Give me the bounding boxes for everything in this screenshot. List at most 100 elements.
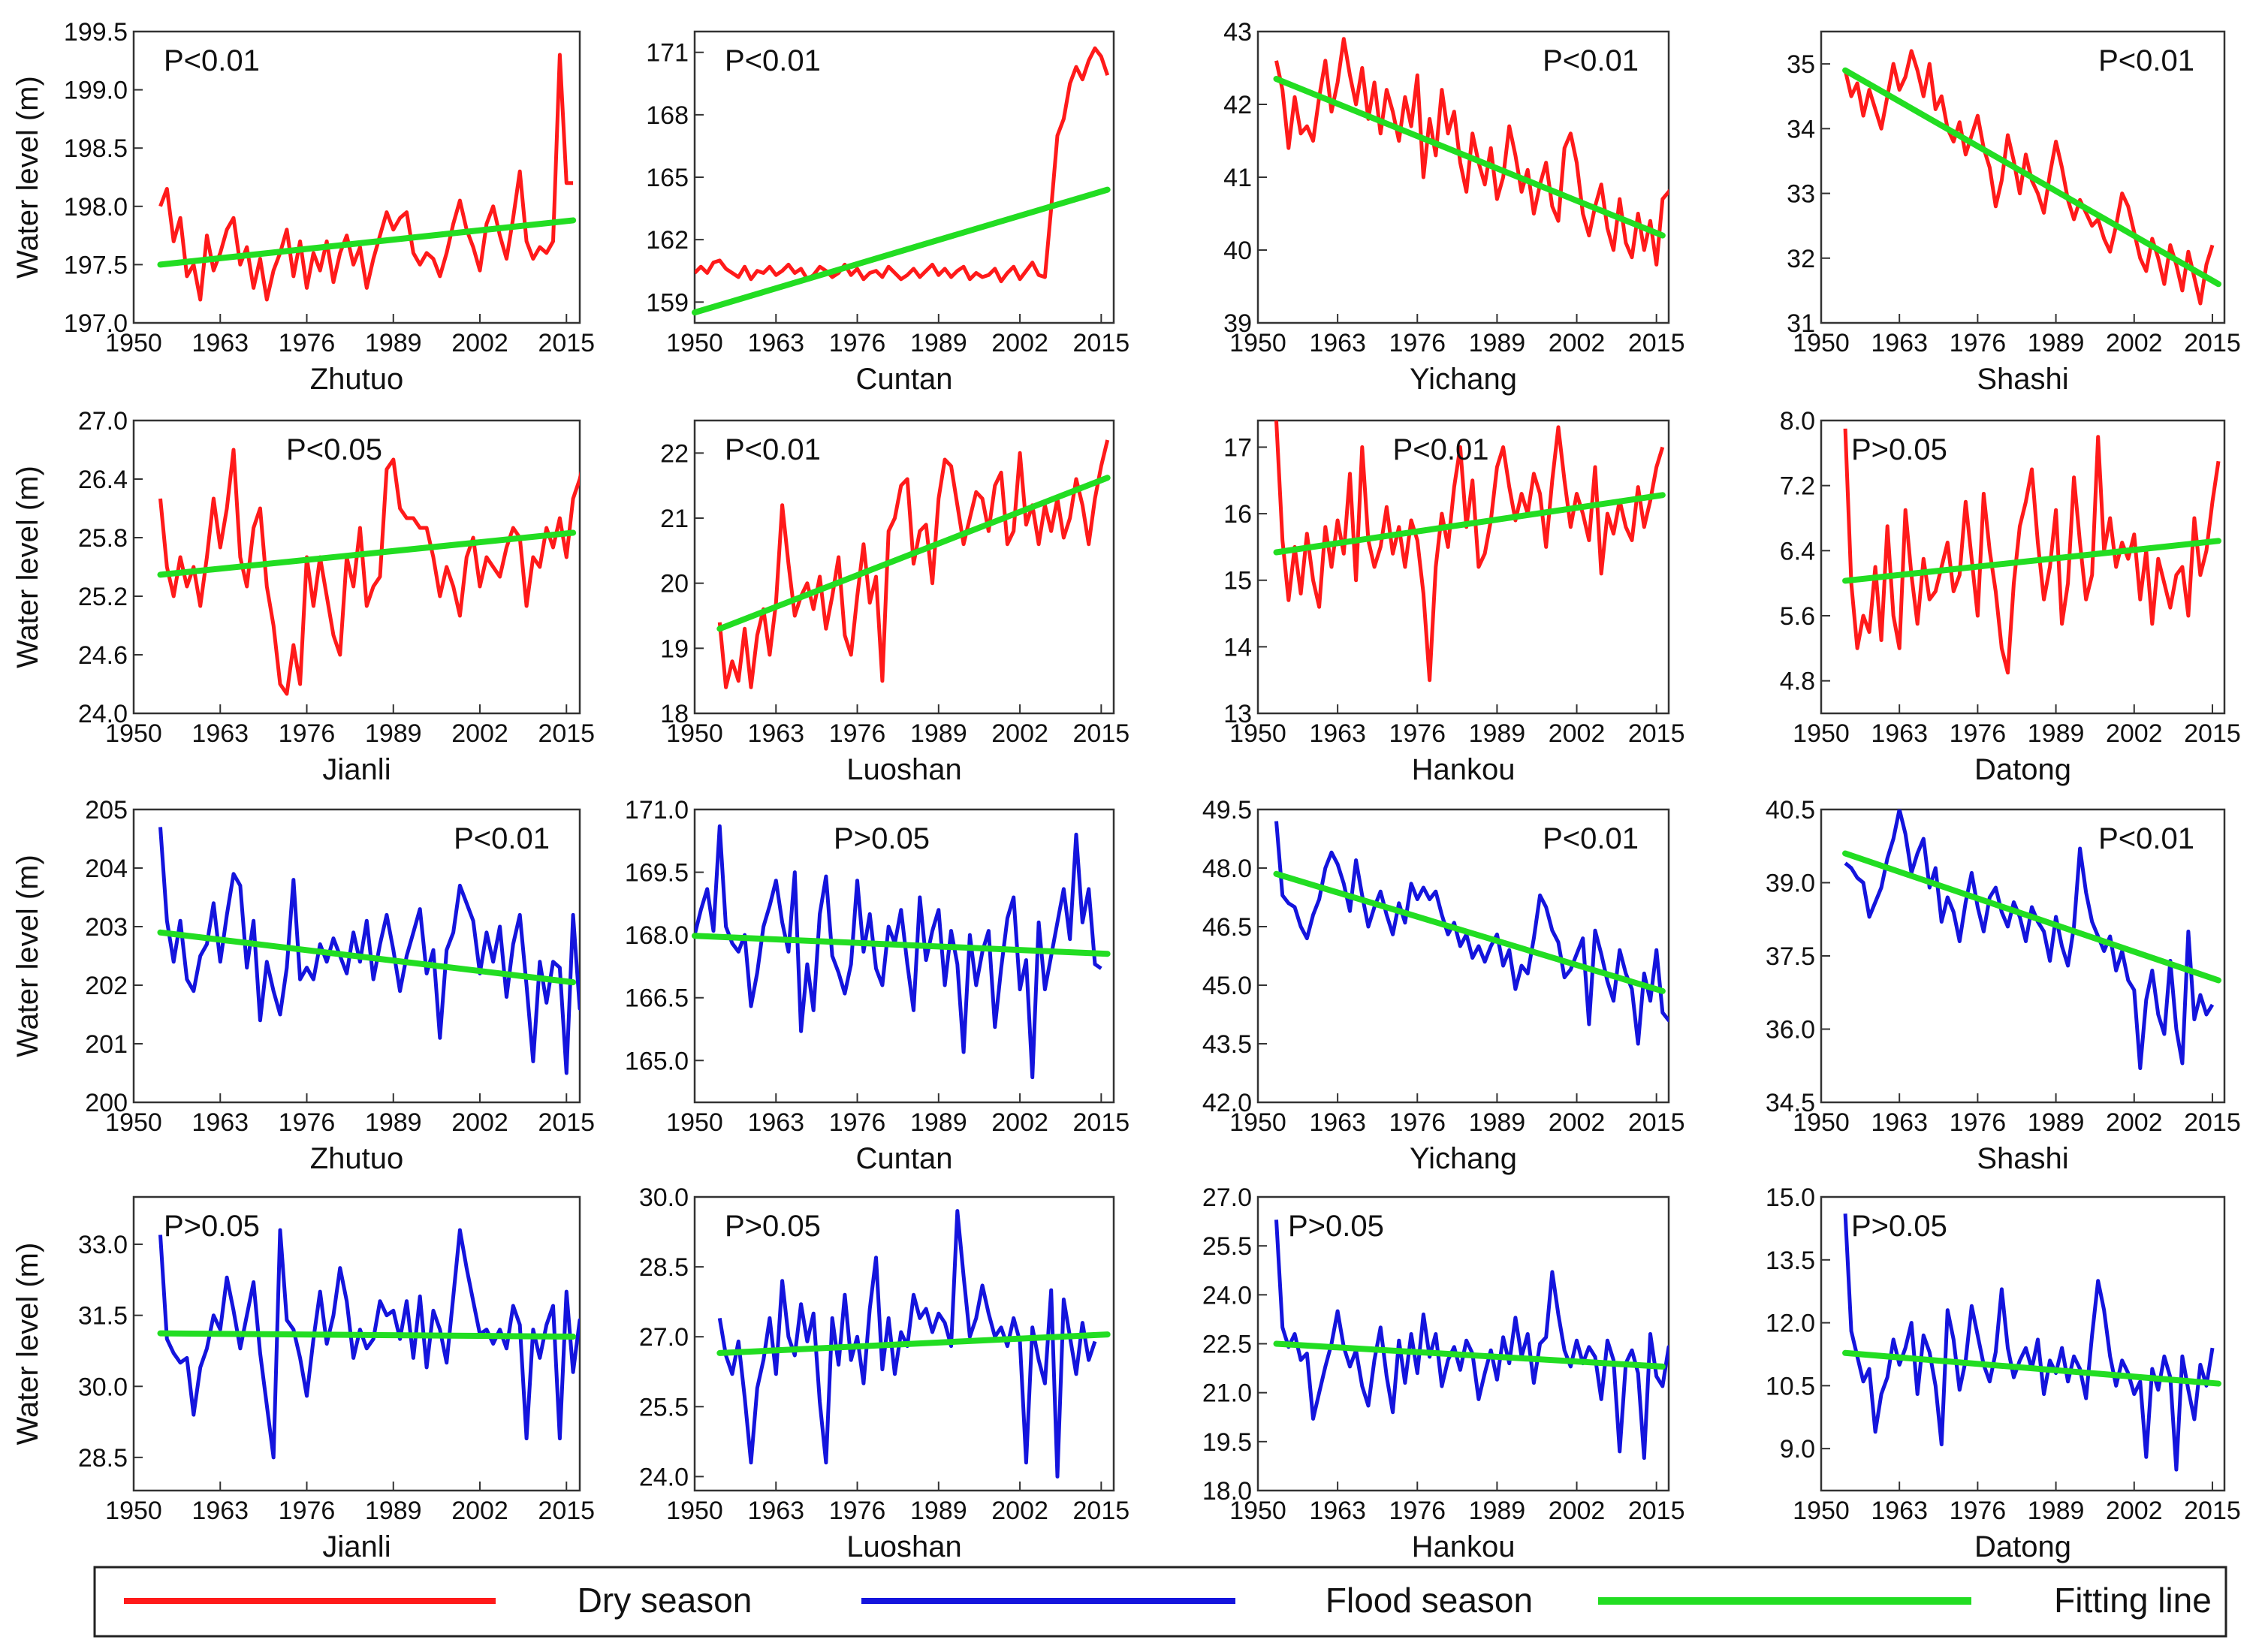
y-tick-label: 26.4 <box>78 466 128 494</box>
y-tick-label: 31.5 <box>78 1302 128 1331</box>
chart-flood-datong: 1950 1963 1976 1989 2002 2015 9.0 10.5 12.0 13.5 1… <box>1766 1183 2241 1563</box>
x-tick-label: 2015 <box>538 329 595 357</box>
x-tick-label: 2015 <box>1073 1497 1130 1525</box>
x-tick-label: 1976 <box>1389 329 1446 357</box>
legend-flood-label: Flood season <box>1326 1581 1533 1620</box>
y-tick-label: 7.2 <box>1780 472 1815 501</box>
p-value-annotation: P<0.01 <box>1393 433 1489 466</box>
x-tick-label: 2002 <box>991 719 1048 748</box>
y-tick-label: 171 <box>646 39 689 68</box>
y-tick-label: 43 <box>1223 18 1252 47</box>
fitting-line <box>716 1331 1111 1356</box>
x-tick-label: 2002 <box>1549 1497 1606 1525</box>
y-axis-label: Water level (m) <box>11 466 44 668</box>
chart-dry-yichang: 1950 1963 1976 1989 2002 2015 39 40 41 42 43 Yichan… <box>1223 18 1684 396</box>
station-label: Jianli <box>322 753 391 786</box>
chart-panels: 1950 1963 1976 1989 2002 2015197.0197.5198.01… <box>11 18 2241 1563</box>
plot-frame <box>693 1195 1115 1492</box>
y-tick-label: 34.5 <box>1766 1089 1815 1117</box>
y-tick-label: 17 <box>1223 433 1252 462</box>
station-label: Luoshan <box>846 1530 961 1563</box>
x-tick-label: 1963 <box>1309 329 1366 357</box>
x-tick-label: 1989 <box>910 719 967 748</box>
y-tick-label: 25.5 <box>1202 1232 1252 1261</box>
y-tick-label: 27.0 <box>78 407 128 436</box>
x-tick-label: 1963 <box>192 719 249 748</box>
station-label: Zhutuo <box>310 1142 404 1175</box>
plot-frame <box>1820 30 2226 324</box>
x-tick-label: 1989 <box>2028 329 2085 357</box>
x-tick-label: 1976 <box>1389 1108 1446 1137</box>
y-tick-label: 30.0 <box>78 1373 128 1401</box>
y-tick-label: 15 <box>1223 567 1252 595</box>
series-line-dry <box>1843 428 2221 675</box>
p-value-annotation: P>0.05 <box>1851 1210 1947 1243</box>
chart-flood-yichang: 1950 1963 1976 1989 2002 2015 42.0 43.5 45.0 46.5… <box>1202 796 1685 1175</box>
x-tick-label: 2002 <box>1549 1108 1606 1137</box>
y-axis-label: Water level (m) <box>11 855 44 1057</box>
x-tick-label: 2015 <box>2184 329 2241 357</box>
x-tick-label: 1963 <box>1871 719 1928 748</box>
x-tick-label: 2002 <box>451 1497 508 1525</box>
chart-flood-luoshan: 1950 1963 1976 1989 2002 2015 24.0 25.5 27.0 28.5… <box>639 1183 1129 1563</box>
y-tick-label: 165 <box>646 164 689 192</box>
p-value-annotation: P<0.05 <box>286 433 382 466</box>
x-tick-label: 1989 <box>910 329 967 357</box>
y-tick-label: 28.5 <box>78 1444 128 1473</box>
y-tick-label: 32 <box>1787 245 1815 273</box>
x-tick-label: 1963 <box>192 1108 249 1137</box>
fitting-line <box>1842 538 2221 584</box>
series-line-dry <box>1274 421 1665 683</box>
station-label: Jianli <box>322 1530 391 1563</box>
plot-frame <box>132 419 581 715</box>
plot-frame <box>1820 419 2226 715</box>
y-tick-label: 20 <box>660 570 689 598</box>
chart-dry-cuntan: 1950 1963 1976 1989 2002 2015 159 162 165 168 171 C… <box>646 30 1129 396</box>
p-value-annotation: P<0.01 <box>725 44 821 77</box>
x-tick-label: 2015 <box>538 1497 595 1525</box>
p-value-annotation: P<0.01 <box>725 433 821 466</box>
fitting-line <box>157 1330 577 1340</box>
y-tick-label: 36.0 <box>1766 1016 1815 1045</box>
p-value-annotation: P<0.01 <box>2098 822 2194 855</box>
x-tick-label: 1963 <box>192 329 249 357</box>
y-tick-label: 25.8 <box>78 524 128 553</box>
x-tick-label: 2002 <box>1549 719 1606 748</box>
x-tick-label: 2002 <box>2106 329 2163 357</box>
y-tick-label: 18.0 <box>1202 1477 1252 1506</box>
y-tick-label: 198.0 <box>64 193 128 222</box>
y-tick-label: 203 <box>85 913 128 942</box>
y-tick-label: 41 <box>1223 164 1252 192</box>
y-tick-label: 22.5 <box>1202 1331 1252 1359</box>
y-tick-label: 15.0 <box>1766 1183 1815 1212</box>
x-tick-label: 1950 <box>105 329 162 357</box>
x-tick-label: 1976 <box>279 329 336 357</box>
station-label: Yichang <box>1410 363 1517 396</box>
y-tick-label: 37.5 <box>1766 942 1815 971</box>
y-tick-label: 200 <box>85 1089 128 1117</box>
plot-frame <box>693 808 1115 1104</box>
x-tick-label: 1950 <box>666 1497 723 1525</box>
series-line-dry <box>1274 37 1669 267</box>
p-value-annotation: P>0.05 <box>834 822 930 855</box>
fitting-line <box>157 529 577 578</box>
y-tick-label: 159 <box>646 288 689 317</box>
fitting-line <box>716 475 1111 632</box>
x-tick-label: 1976 <box>829 719 886 748</box>
p-value-annotation: P<0.01 <box>2098 44 2194 77</box>
x-tick-label: 2015 <box>1073 1108 1130 1137</box>
y-tick-label: 5.6 <box>1780 602 1815 631</box>
x-tick-label: 1976 <box>829 329 886 357</box>
y-tick-label: 9.0 <box>1780 1435 1815 1464</box>
chart-flood-hankou: 1950 1963 1976 1989 2002 2015 18.0 19.5 21.0 22.5… <box>1202 1183 1685 1563</box>
x-tick-label: 1976 <box>1950 1108 2007 1137</box>
x-tick-label: 2015 <box>538 719 595 748</box>
x-tick-label: 2015 <box>1628 719 1685 748</box>
y-tick-label: 40.5 <box>1766 796 1815 824</box>
x-tick-label: 1963 <box>1309 1497 1366 1525</box>
x-tick-label: 1963 <box>747 719 804 748</box>
x-tick-label: 2002 <box>451 329 508 357</box>
fitting-line <box>1842 67 2221 288</box>
y-tick-label: 13 <box>1223 700 1252 728</box>
x-tick-label: 1950 <box>1229 1497 1286 1525</box>
